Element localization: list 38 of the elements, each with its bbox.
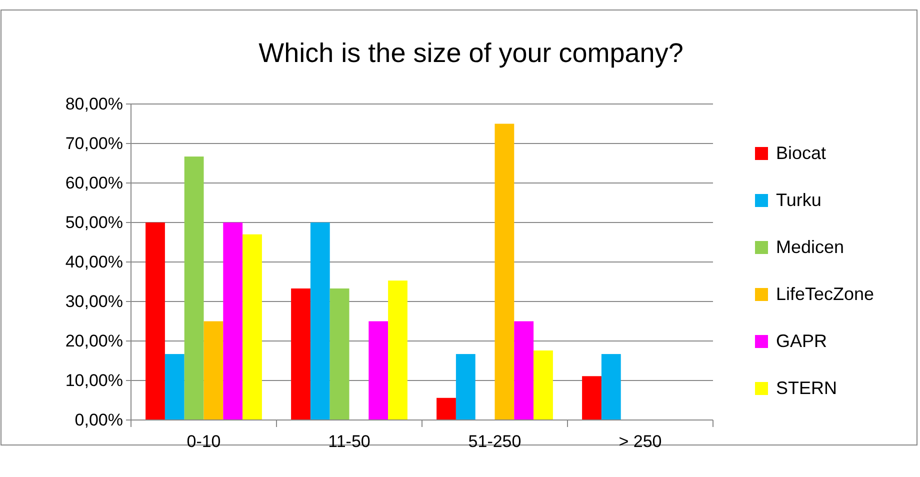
bar <box>456 354 476 420</box>
legend-label: Turku <box>776 190 822 210</box>
bar <box>388 280 408 420</box>
bar <box>601 354 621 420</box>
legend-label: Medicen <box>776 237 844 257</box>
bar <box>330 288 350 420</box>
x-tick-label: > 250 <box>618 432 662 451</box>
bar <box>184 156 204 420</box>
bar <box>146 222 165 420</box>
bar <box>223 222 243 420</box>
y-tick-label: 30,00% <box>65 292 123 311</box>
legend-label: LifeTecZone <box>776 284 874 304</box>
chart-title: Which is the size of your company? <box>258 38 684 68</box>
bar <box>494 124 514 420</box>
bar <box>582 376 602 420</box>
bar <box>436 398 456 420</box>
x-tick-label: 11-50 <box>328 432 370 451</box>
bar <box>514 321 534 420</box>
x-tick-label: 0-10 <box>186 432 221 451</box>
y-tick-label: 50,00% <box>65 212 123 232</box>
bar <box>534 350 553 420</box>
y-tick-label: 70,00% <box>65 134 123 153</box>
y-tick-label: 20,00% <box>65 331 123 350</box>
y-tick-label: 0,00% <box>74 410 123 430</box>
y-tick-label: 10,00% <box>65 370 123 390</box>
bar <box>242 234 262 420</box>
bar <box>204 321 224 420</box>
legend-label: Biocat <box>776 143 826 163</box>
bar <box>291 288 310 420</box>
x-tick-label: 51-250 <box>468 432 522 451</box>
bar <box>164 354 184 420</box>
bar <box>310 222 330 420</box>
y-tick-label: 40,00% <box>65 252 123 272</box>
y-tick-label: 60,00% <box>65 173 123 192</box>
legend-label: STERN <box>776 378 838 398</box>
legend-label: GAPR <box>776 331 828 351</box>
bar <box>368 321 388 420</box>
y-tick-label: 80,00% <box>65 94 123 114</box>
